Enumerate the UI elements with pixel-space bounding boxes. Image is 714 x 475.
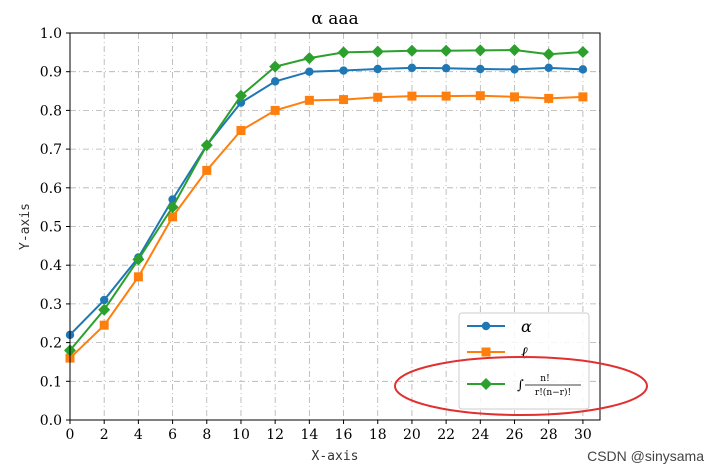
data-point xyxy=(476,64,485,74)
legend-label-1: α xyxy=(521,317,532,336)
fraction-numerator: n! xyxy=(540,374,549,384)
x-tick-label: 8 xyxy=(202,427,211,443)
y-tick-label: 0.6 xyxy=(40,181,62,197)
data-point xyxy=(544,63,553,73)
x-tick-label: 6 xyxy=(168,427,177,443)
x-axis-label: X-axis xyxy=(312,449,359,464)
x-tick-label: 22 xyxy=(437,427,455,443)
x-tick-label: 0 xyxy=(66,427,75,443)
data-point xyxy=(236,98,246,107)
legend: αℓ ∫ n! r!(n−r)! xyxy=(458,312,590,410)
data-point xyxy=(578,65,588,74)
data-point xyxy=(270,77,280,86)
y-tick-label: 0.2 xyxy=(40,336,62,352)
data-point xyxy=(236,126,246,136)
data-point xyxy=(542,48,555,61)
data-point xyxy=(168,212,178,222)
data-point xyxy=(576,45,589,58)
x-tick-label: 24 xyxy=(471,427,489,443)
x-tick-label: 10 xyxy=(232,427,250,443)
legend-marker xyxy=(481,321,491,331)
integral-symbol: ∫ xyxy=(517,378,524,393)
data-point xyxy=(339,66,348,75)
x-tick-label: 30 xyxy=(574,427,592,443)
series-line xyxy=(69,66,583,336)
data-point xyxy=(474,44,487,57)
data-point xyxy=(132,253,145,266)
x-tick-label: 4 xyxy=(134,427,143,443)
series-3 xyxy=(64,44,589,357)
data-point xyxy=(200,139,213,152)
series-line xyxy=(69,49,583,351)
series-line xyxy=(69,94,583,359)
series-1 xyxy=(65,63,588,340)
data-point xyxy=(270,105,280,115)
x-tick-label: 18 xyxy=(369,427,387,443)
data-point xyxy=(407,63,417,73)
data-point xyxy=(304,95,314,105)
watermark: CSDN @sinysama xyxy=(587,448,704,464)
data-point xyxy=(99,320,109,330)
data-point xyxy=(441,91,451,101)
y-tick-label: 0.9 xyxy=(40,65,62,81)
y-tick-label: 0.0 xyxy=(40,413,62,429)
y-axis-label: Y-axis xyxy=(18,203,33,250)
data-point xyxy=(166,201,179,214)
data-point xyxy=(510,65,519,74)
data-point xyxy=(133,272,143,282)
data-point xyxy=(99,295,109,305)
legend-marker xyxy=(480,378,492,390)
data-point xyxy=(202,165,212,175)
legend-label-2: ℓ xyxy=(521,343,528,362)
legend-label-3: ∫ xyxy=(517,378,524,393)
annotation-ellipse xyxy=(394,356,648,416)
data-point xyxy=(305,67,314,76)
data-point xyxy=(510,92,520,102)
data-point xyxy=(440,44,453,57)
data-point xyxy=(234,89,247,102)
data-point xyxy=(405,44,418,57)
data-point xyxy=(578,92,588,102)
x-tick-label: 16 xyxy=(335,427,353,443)
y-tick-label: 1.0 xyxy=(40,26,62,42)
data-point xyxy=(441,64,451,73)
data-point xyxy=(508,44,521,57)
x-tick-label: 12 xyxy=(266,427,284,443)
legend-marker xyxy=(481,347,491,357)
x-tick-label: 14 xyxy=(300,427,318,443)
data-point xyxy=(339,95,349,105)
data-point xyxy=(475,91,485,101)
y-tick-label: 0.1 xyxy=(40,374,62,390)
y-tick-label: 0.4 xyxy=(40,258,62,274)
y-tick-label: 0.7 xyxy=(40,142,62,158)
data-point xyxy=(373,64,382,74)
data-point xyxy=(371,45,384,58)
fraction-denominator: r!(n−r)! xyxy=(535,387,571,398)
data-point xyxy=(544,93,554,103)
y-tick-label: 0.8 xyxy=(40,103,62,119)
data-point xyxy=(373,92,383,102)
data-point xyxy=(269,60,282,73)
y-tick-label: 0.5 xyxy=(40,220,62,236)
data-point xyxy=(337,46,350,59)
x-tick-label: 28 xyxy=(540,427,558,443)
y-tick-label: 0.3 xyxy=(40,297,62,313)
chart-title: α aaa xyxy=(311,9,358,29)
data-point xyxy=(303,52,316,65)
data-point xyxy=(98,303,111,316)
data-point xyxy=(407,91,417,101)
x-tick-label: 26 xyxy=(506,427,524,443)
axis-ticks: 0 2 4 6 8 10 12 14 16 18 20 22 24 26 28 300.00.10.20.30… xyxy=(40,26,592,443)
x-tick-label: 2 xyxy=(100,427,109,443)
x-tick-label: 20 xyxy=(403,427,421,443)
